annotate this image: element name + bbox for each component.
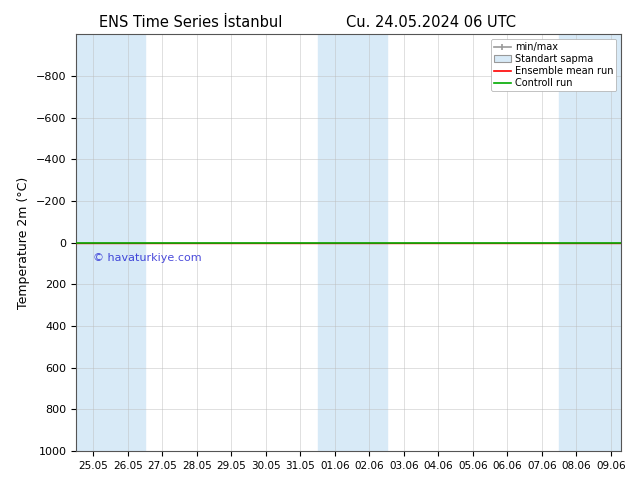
Bar bbox=[559, 34, 621, 451]
Bar bbox=[76, 34, 145, 451]
Text: © havaturkiye.com: © havaturkiye.com bbox=[93, 253, 202, 263]
Text: Cu. 24.05.2024 06 UTC: Cu. 24.05.2024 06 UTC bbox=[346, 15, 516, 30]
Bar bbox=[318, 34, 387, 451]
Y-axis label: Temperature 2m (°C): Temperature 2m (°C) bbox=[17, 176, 30, 309]
Legend: min/max, Standart sapma, Ensemble mean run, Controll run: min/max, Standart sapma, Ensemble mean r… bbox=[491, 39, 616, 91]
Text: ENS Time Series İstanbul: ENS Time Series İstanbul bbox=[98, 15, 282, 30]
